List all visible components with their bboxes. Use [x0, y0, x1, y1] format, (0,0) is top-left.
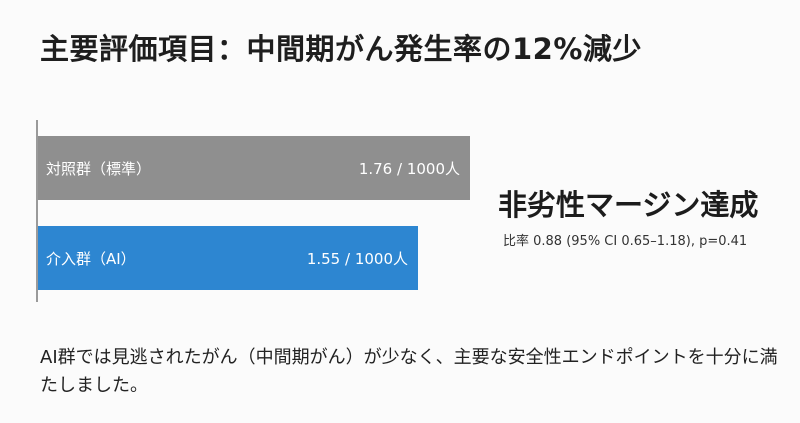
summary-text: AI群では見逃されたがん（中間期がん）が少なく、主要な安全性エンドポイントを十分…	[40, 347, 778, 396]
callout-subtitle: 比率 0.88 (95% CI 0.65–1.18), p=0.41	[503, 234, 748, 249]
bar-label-ai: 介入群（AI）	[46, 249, 136, 268]
bar-ai-group: 介入群（AI） 1.55 / 1000人	[38, 226, 418, 290]
bar-chart: 対照群（標準） 1.76 / 1000人 介入群（AI） 1.55 / 1000…	[36, 120, 486, 310]
bar-label-control: 対照群（標準）	[46, 159, 152, 178]
callout-title: 非劣性マージン達成	[498, 188, 759, 222]
chart-axis-line	[36, 120, 38, 302]
bar-value-ai: 1.55 / 1000人	[306, 249, 408, 268]
bar-value-control: 1.76 / 1000人	[358, 159, 460, 178]
slide-title: 主要評価項目：中間期がん発生率の12%減少	[40, 32, 642, 66]
bar-control-group: 対照群（標準） 1.76 / 1000人	[38, 136, 470, 200]
